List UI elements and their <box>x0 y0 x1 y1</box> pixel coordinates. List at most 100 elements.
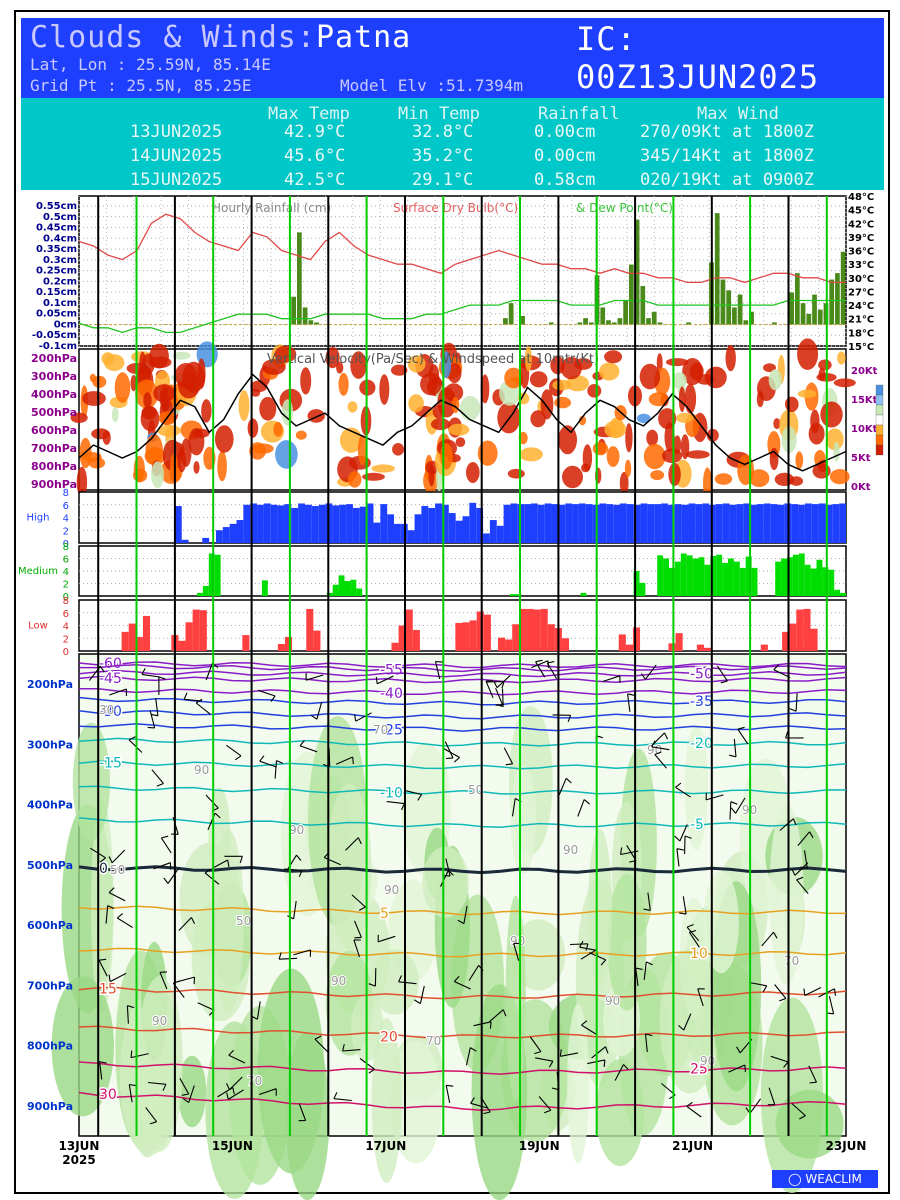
cloud-bar <box>222 527 230 543</box>
cloud-bar <box>775 561 782 596</box>
wind-barb <box>130 1053 149 1059</box>
cloud-bar <box>503 504 511 543</box>
cloud-bar <box>647 504 655 543</box>
wind-barb-flag <box>645 1033 653 1037</box>
wind-barb-flag <box>679 912 687 915</box>
vv-blob <box>587 384 602 398</box>
wind-barb-flag <box>150 713 159 717</box>
cloud-bar <box>498 637 506 651</box>
cloud-bar <box>558 504 566 543</box>
vv-blob <box>562 465 583 489</box>
wind-barb <box>686 926 700 942</box>
vv-blob <box>820 401 843 428</box>
vv-title: Vertical Velocity(Pa/Sec) & Windspeed at… <box>267 352 599 367</box>
chart-frame <box>14 10 890 1194</box>
rain-tick-label: -0.1cm <box>39 341 77 352</box>
vv-blob <box>507 468 525 479</box>
wind-barb-flag <box>414 999 421 1005</box>
vv-blob <box>785 396 799 412</box>
cloud-bar <box>688 503 696 543</box>
vv-blob <box>104 354 125 371</box>
isotherm-line <box>79 688 847 696</box>
rain-bar <box>743 320 749 325</box>
rain-bar <box>720 279 726 325</box>
wind-barb <box>679 824 688 842</box>
rain-bar <box>308 320 314 325</box>
rain-bar <box>548 322 554 325</box>
vv-blob <box>274 345 297 363</box>
cloud-tick-label: 4 <box>63 622 69 633</box>
vv-wind-label: 20Kt <box>851 366 878 377</box>
cloud-tick-label: 6 <box>63 501 69 512</box>
isotherm-label: -20 <box>690 736 713 752</box>
cloud-tick-label: 6 <box>63 609 69 620</box>
wind-barb-flag <box>720 680 728 684</box>
wind-barb <box>141 673 160 678</box>
vv-pressure-label: 200hPa <box>31 352 77 365</box>
cloud-bar <box>311 506 319 543</box>
vv-blob <box>102 430 111 445</box>
rh-shade <box>703 870 739 974</box>
initial-condition: IC: 00Z13JUN2025 <box>576 20 820 96</box>
cloud-bar <box>257 504 264 543</box>
vv-blob <box>504 367 523 389</box>
wind-barb-flag <box>147 726 155 729</box>
wind-barb <box>211 859 228 869</box>
wind-barb <box>748 981 767 987</box>
vv-blob <box>238 390 250 422</box>
vv-blob <box>201 399 212 423</box>
cloud-bar <box>822 567 829 596</box>
wind-barb-flag <box>684 835 692 839</box>
cloud-bar <box>729 504 737 543</box>
wind-barb <box>643 961 647 980</box>
vv-blob <box>668 462 681 486</box>
wind-barb <box>155 697 159 716</box>
vv-blob <box>428 464 435 487</box>
wind-barb <box>204 872 220 885</box>
rh-label: 50 <box>110 863 125 877</box>
x-year-label: 2025 <box>62 1153 95 1167</box>
wind-barb <box>159 972 168 990</box>
wind-barb-flag <box>796 876 804 881</box>
rh-shade <box>510 764 536 875</box>
wind-barb <box>335 756 353 765</box>
wind-barb <box>286 854 297 871</box>
wind-barb-flag <box>483 1111 491 1115</box>
cloud-bar <box>519 608 527 651</box>
wind-barb <box>654 754 667 769</box>
wind-barb-flag <box>544 1109 552 1114</box>
cloud-bar <box>668 643 676 651</box>
upper-pressure-label: 500hPa <box>27 859 73 872</box>
rain-bar <box>291 296 297 325</box>
rain-bar <box>606 320 611 325</box>
rain-bar <box>772 322 777 325</box>
rain-bar <box>508 303 514 325</box>
cloud-bar <box>250 503 258 543</box>
cloud-bar <box>339 504 347 543</box>
cloud-tick-label: 8 <box>63 542 69 553</box>
cloud-bar <box>739 567 746 596</box>
vv-blob <box>685 450 710 459</box>
cloud-tick-label: 2 <box>63 526 69 537</box>
vv-blob <box>560 356 582 380</box>
wind-barb <box>791 1103 806 1117</box>
cloud-bar <box>270 504 278 543</box>
cloud-bar <box>661 503 668 543</box>
cloud-bar <box>284 636 293 651</box>
wind-barb <box>398 981 417 985</box>
cloud-bar <box>530 503 538 543</box>
wind-barb <box>147 1081 166 1085</box>
vv-colorbar-cell <box>875 444 884 456</box>
cloud-bar <box>387 514 395 543</box>
rain-tick-label: 0.2cm <box>43 276 77 287</box>
cloud-bar <box>743 503 751 543</box>
upper-pressure-label: 600hPa <box>27 919 73 932</box>
vv-blob <box>444 383 464 402</box>
upper-pressure-label: 700hPa <box>27 979 73 992</box>
wind-barb-flag <box>678 1024 685 1031</box>
wind-barb-flag <box>299 740 305 747</box>
wind-barb <box>828 996 835 1014</box>
wind-barb-flag <box>296 854 302 861</box>
wind-barb <box>305 674 324 681</box>
wind-barb <box>579 946 598 951</box>
